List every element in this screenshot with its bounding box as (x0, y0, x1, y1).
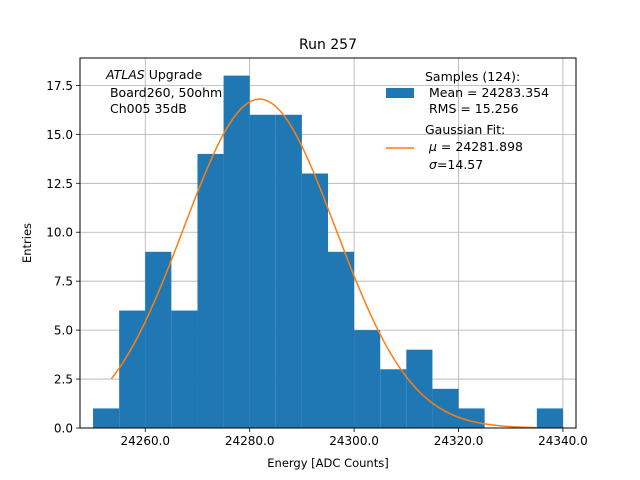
histogram-bar (145, 251, 172, 428)
y-tick-label: 0.0 (54, 422, 73, 436)
x-tick-label: 24260.0 (120, 434, 170, 448)
y-tick-label: 5.0 (54, 324, 73, 338)
histogram-bar (223, 75, 250, 428)
plot-frame (79, 57, 577, 429)
legend-samples-rms: RMS = 15.256 (425, 101, 519, 116)
legend-samples-title: Samples (124): (425, 69, 520, 84)
histogram-bar (328, 251, 355, 428)
annotation-line-3: Ch005 35dB (106, 101, 187, 116)
annotation-atlas: ATLAS (105, 67, 145, 82)
histogram-bar (380, 369, 407, 428)
x-tick-label: 24340.0 (538, 434, 588, 448)
chart-title: Run 257 (299, 37, 357, 53)
histogram-bar (275, 114, 302, 428)
histogram-bar (93, 408, 120, 428)
histogram-bar (354, 330, 381, 428)
y-tick-label: 15.0 (46, 128, 73, 142)
legend-mu-symbol: μ (428, 139, 437, 154)
y-tick-label: 12.5 (46, 177, 73, 191)
legend-fit-title: Gaussian Fit: (425, 122, 505, 137)
legend: Samples (124): Mean = 24283.354 RMS = 15… (386, 69, 549, 172)
y-tick-label: 7.5 (54, 275, 73, 289)
annotation-upgrade: Upgrade (145, 67, 203, 82)
legend-fit-sigma: σ=14.57 (429, 157, 483, 172)
y-axis-label: Entries (20, 223, 34, 263)
histogram-bar (301, 173, 328, 428)
x-tick-label: 24280.0 (225, 434, 275, 448)
y-axis-ticks: 0.0 2.5 5.0 7.5 10.0 12.5 15.0 17.5 (46, 79, 80, 436)
legend-sigma-symbol: σ (429, 157, 438, 172)
annotation-text: ATLAS Upgrade Board260, 50ohm Ch005 35dB (105, 67, 222, 116)
legend-samples-swatch (386, 88, 414, 98)
y-tick-label: 10.0 (46, 226, 73, 240)
x-tick-label: 24300.0 (329, 434, 379, 448)
legend-mu-value: = 24281.898 (437, 139, 523, 154)
histogram-bars (93, 75, 563, 429)
annotation-line-2: Board260, 50ohm (106, 85, 222, 100)
gaussian-fit-curve (110, 98, 537, 429)
histogram-bar (171, 310, 198, 428)
histogram-bar (406, 349, 433, 428)
x-axis-ticks: 24260.0 24280.0 24300.0 24320.0 24340.0 (120, 428, 588, 448)
histogram-bar (249, 114, 276, 428)
histogram-bar (536, 408, 563, 428)
x-axis-label: Energy [ADC Counts] (267, 456, 388, 470)
annotation-line-1: ATLAS Upgrade (105, 67, 202, 82)
y-tick-label: 17.5 (46, 79, 73, 93)
legend-fit-mu: μ = 24281.898 (428, 139, 523, 154)
histogram-bar (432, 388, 459, 428)
legend-samples-mean: Mean = 24283.354 (425, 85, 549, 100)
y-tick-label: 2.5 (54, 373, 73, 387)
x-tick-label: 24320.0 (434, 434, 484, 448)
histogram-bar (197, 153, 224, 429)
legend-sigma-value: =14.57 (437, 157, 483, 172)
